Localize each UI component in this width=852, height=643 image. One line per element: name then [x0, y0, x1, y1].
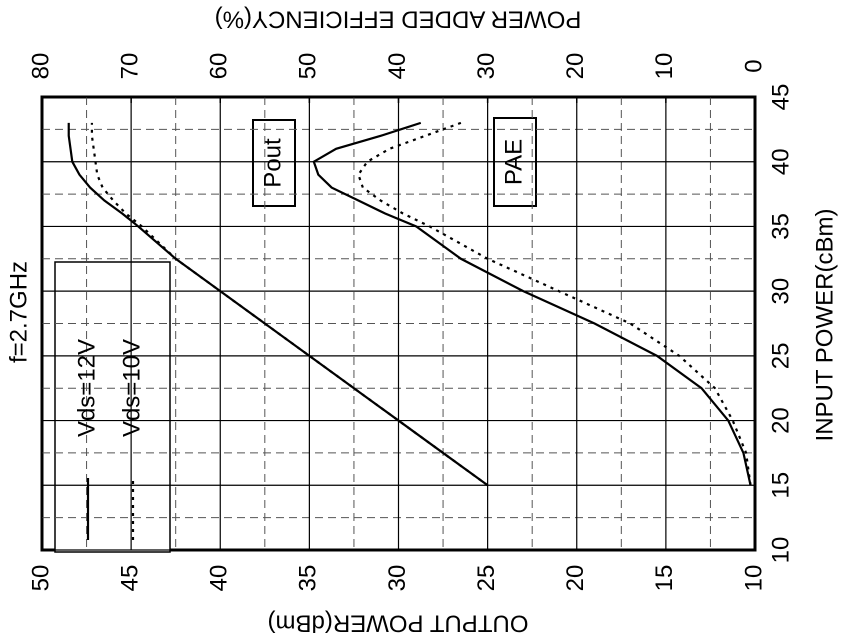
annotation: Pout [259, 138, 286, 188]
y2-tick-label: 50 [295, 53, 322, 80]
y-tick-label: 10 [740, 565, 767, 592]
line-pout [90, 122, 489, 487]
y-tick-label: 15 [651, 565, 678, 592]
y-tick-label: 50 [27, 565, 54, 592]
x-tick-label: 20 [767, 407, 794, 434]
annotation: f=2.7GHz [5, 261, 32, 363]
y2-tick-label: 80 [27, 53, 54, 80]
y-tick-label: 20 [562, 565, 589, 592]
y2-tick-label: 40 [384, 53, 411, 80]
x-tick-label: 30 [767, 278, 794, 305]
legend-label: Vds=12V [73, 339, 100, 437]
y-tick-label: 30 [384, 565, 411, 592]
y-axis-title: OUTPUT POWER(dBm) [268, 610, 529, 637]
legend-label: Vds=10V [118, 339, 145, 437]
x-tick-label: 35 [767, 213, 794, 240]
annotation-box [252, 119, 296, 207]
legend-box [54, 261, 171, 553]
y-tick-label: 35 [295, 565, 322, 592]
line-pae [357, 121, 752, 486]
x-tick-label: 45 [767, 84, 794, 111]
y-tick-label: 25 [473, 565, 500, 592]
y2-tick-label: 10 [651, 53, 678, 80]
line-pae [312, 121, 752, 486]
y2-axis-title: POWER ADDED EFFICIENCY(%) [215, 6, 582, 33]
y2-tick-label: 30 [473, 53, 500, 80]
y-tick-label: 40 [206, 565, 233, 592]
x-tick-label: 15 [767, 472, 794, 499]
x-axis-title: INPUT POWER(cBm) [811, 209, 838, 442]
y-tick-label: 45 [116, 565, 143, 592]
y2-tick-label: 0 [740, 59, 767, 72]
annotation: PAE [500, 139, 527, 185]
y2-tick-label: 60 [206, 53, 233, 80]
y2-tick-label: 20 [562, 53, 589, 80]
y2-tick-label: 70 [116, 53, 143, 80]
x-tick-label: 25 [767, 343, 794, 370]
x-tick-label: 10 [767, 537, 794, 564]
x-tick-label: 40 [767, 148, 794, 175]
